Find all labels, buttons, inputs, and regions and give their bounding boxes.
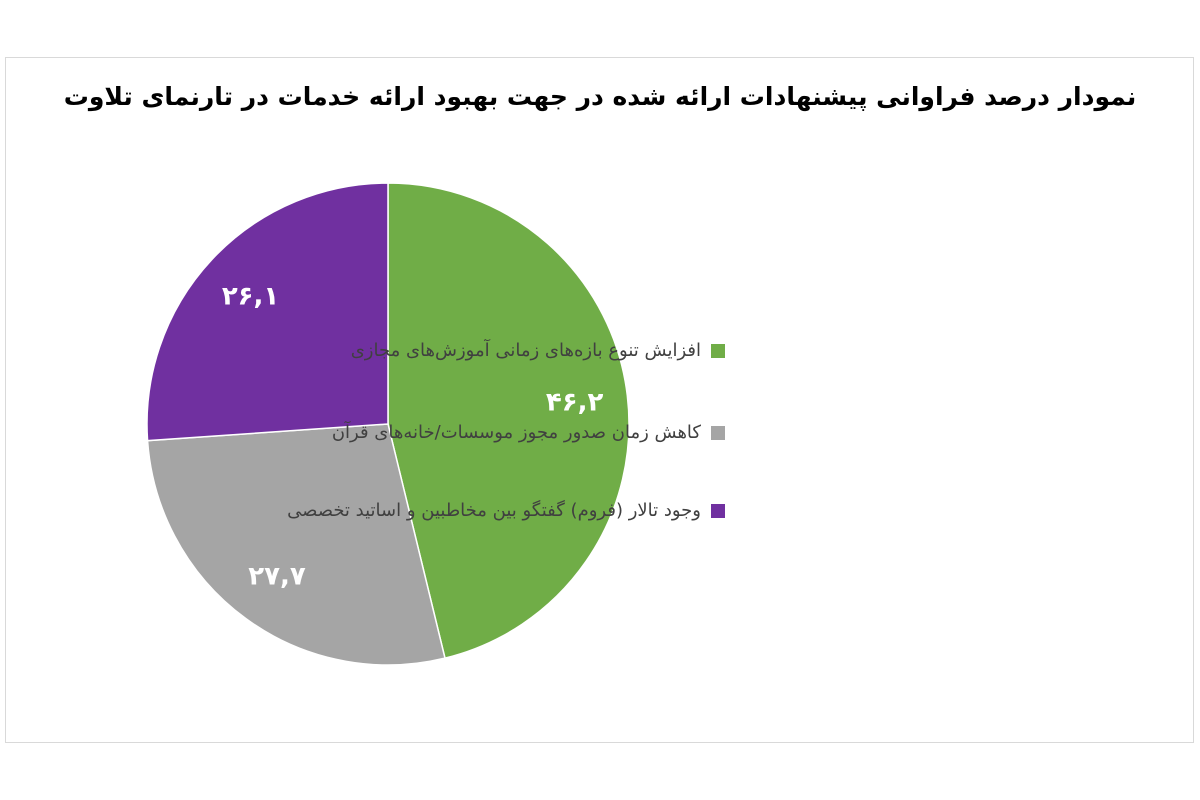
pie-slice bbox=[387, 182, 630, 660]
legend-label: افزایش تنوع بازه‌های زمانی آموزش‌های مجا… bbox=[350, 340, 701, 361]
legend-swatch bbox=[711, 503, 725, 518]
pie-slice bbox=[146, 423, 446, 666]
legend-swatch bbox=[711, 343, 725, 358]
legend-swatch bbox=[711, 425, 725, 440]
data-label: ۲۶,۱ bbox=[222, 282, 279, 312]
legend-item: افزایش تنوع بازه‌های زمانی آموزش‌های مجا… bbox=[351, 340, 725, 361]
chart-frame bbox=[5, 57, 1194, 743]
data-label: ۴۶,۲ bbox=[546, 388, 604, 418]
data-label: ۲۷,۷ bbox=[248, 562, 306, 592]
legend-label: کاهش زمان صدور مجوز موسسات/خانه‌های قرآن bbox=[331, 422, 701, 443]
pie-slice bbox=[146, 182, 389, 442]
legend-item: وجود تالار (فروم) گفتگو بین مخاطبین و اس… bbox=[287, 500, 725, 521]
legend-label: وجود تالار (فروم) گفتگو بین مخاطبین و اس… bbox=[287, 500, 701, 521]
legend-item: کاهش زمان صدور مجوز موسسات/خانه‌های قرآن bbox=[332, 422, 725, 443]
chart-title: نمودار درصد فراوانی پیشنهادات ارائه شده … bbox=[63, 82, 1137, 111]
